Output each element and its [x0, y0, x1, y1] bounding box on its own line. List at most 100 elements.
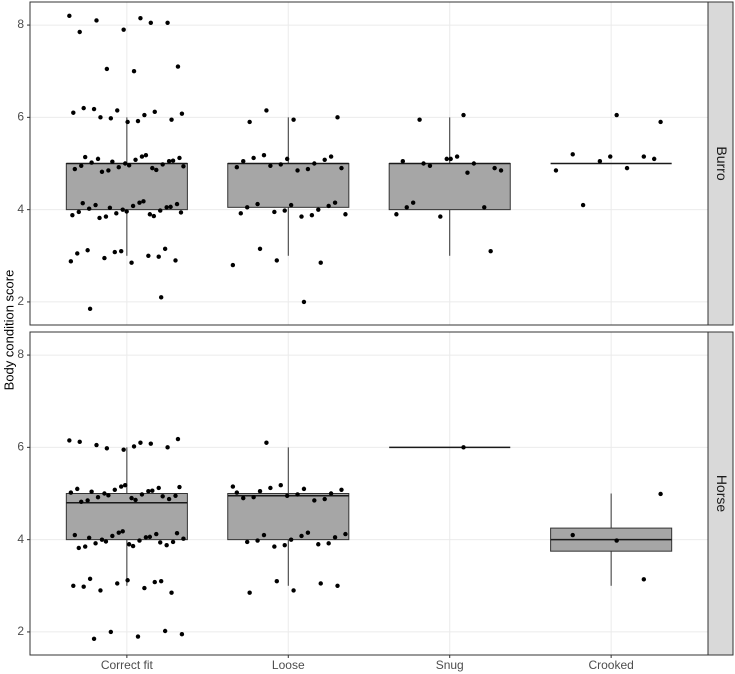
point: [126, 542, 132, 547]
point: [126, 163, 132, 168]
point: [553, 168, 559, 173]
point: [129, 260, 134, 265]
point: [146, 253, 151, 258]
point: [427, 163, 433, 169]
point: [162, 246, 168, 252]
point: [272, 209, 277, 215]
point: [75, 251, 80, 256]
point: [160, 162, 165, 167]
point: [119, 248, 124, 254]
point: [301, 486, 307, 492]
point: [284, 156, 290, 162]
point: [251, 155, 256, 161]
point: [274, 578, 280, 584]
point: [89, 160, 94, 165]
point: [85, 248, 90, 253]
point: [268, 485, 273, 491]
point: [95, 156, 101, 162]
point: [305, 166, 311, 172]
point: [164, 205, 169, 210]
facet-label: Horse: [714, 475, 730, 513]
point: [86, 206, 92, 211]
point: [76, 209, 81, 215]
point: [268, 163, 273, 169]
point: [454, 154, 460, 159]
point: [658, 491, 663, 497]
point: [102, 491, 107, 496]
point: [89, 489, 94, 494]
point: [255, 538, 260, 543]
point: [301, 299, 307, 305]
point: [82, 544, 88, 549]
point: [104, 66, 110, 72]
point: [107, 205, 113, 210]
x-tick-label: Crooked: [588, 658, 633, 672]
point: [68, 259, 74, 264]
point: [119, 484, 124, 489]
point: [332, 535, 338, 540]
point: [103, 214, 109, 219]
point: [130, 543, 136, 549]
point: [312, 498, 317, 503]
point: [116, 530, 121, 535]
point: [328, 491, 334, 496]
point: [152, 109, 157, 115]
point: [570, 152, 575, 157]
point: [178, 210, 184, 215]
point: [67, 438, 72, 443]
point: [98, 588, 103, 593]
point: [438, 214, 443, 219]
y-tick-label: 2: [17, 624, 24, 638]
point: [238, 211, 243, 216]
point: [93, 541, 98, 546]
point: [93, 202, 98, 208]
point: [173, 258, 178, 263]
point: [143, 152, 149, 158]
point: [166, 496, 172, 502]
point: [82, 154, 88, 160]
point: [137, 538, 142, 543]
point: [110, 533, 115, 539]
point: [322, 157, 327, 163]
point: [131, 69, 137, 74]
point: [394, 212, 399, 217]
point: [234, 164, 240, 170]
point: [147, 534, 153, 540]
point: [284, 493, 290, 499]
point: [94, 18, 99, 23]
point: [71, 583, 76, 588]
point: [94, 442, 99, 448]
point: [99, 169, 105, 175]
point: [165, 445, 170, 450]
point: [97, 215, 102, 221]
point: [465, 170, 470, 175]
point: [299, 533, 304, 539]
point: [112, 487, 117, 493]
point: [492, 165, 497, 171]
x-tick-label: Snug: [436, 658, 464, 672]
point: [241, 158, 246, 164]
point: [147, 212, 153, 217]
point: [151, 213, 157, 219]
point: [335, 583, 340, 588]
point: [95, 494, 101, 500]
point: [142, 585, 147, 591]
point: [179, 632, 185, 637]
point: [139, 154, 145, 159]
point: [316, 542, 321, 547]
y-tick-label: 4: [17, 532, 24, 546]
point: [120, 207, 125, 212]
point: [444, 156, 449, 162]
point: [152, 579, 157, 585]
point: [115, 108, 120, 113]
y-axis-label: Body condition score: [1, 270, 16, 391]
point: [121, 447, 126, 452]
point: [343, 531, 348, 537]
box: [65, 163, 188, 211]
point: [174, 201, 180, 207]
point: [67, 13, 72, 19]
point: [158, 578, 164, 584]
point: [318, 581, 323, 586]
point: [106, 168, 111, 173]
